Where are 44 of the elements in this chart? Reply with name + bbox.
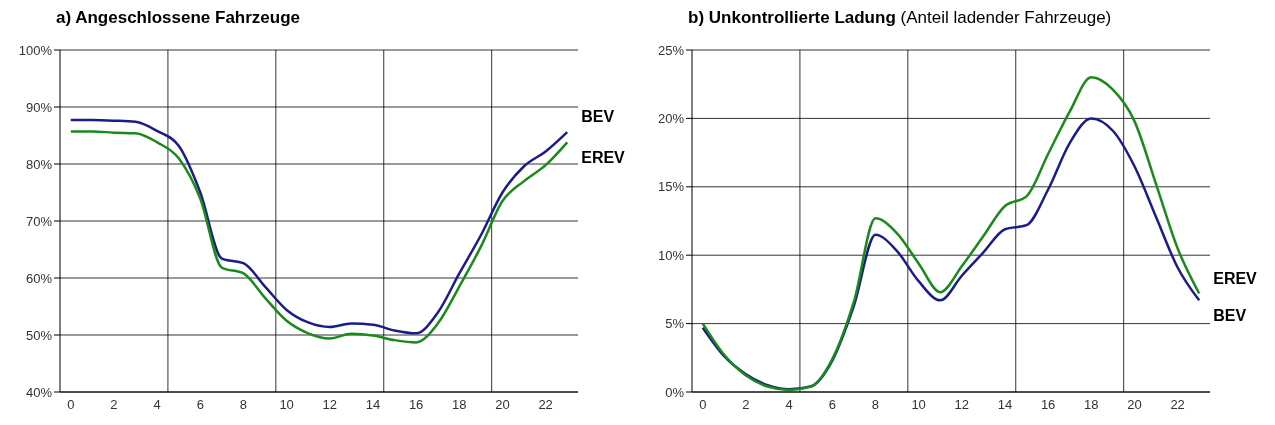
- x-tick-label: 16: [408, 397, 424, 413]
- x-tick-label: 2: [742, 397, 750, 413]
- chart-title: b) Unkontrollierte Ladung: [688, 8, 896, 27]
- x-tick-label: 0: [67, 397, 75, 413]
- series-label: EREV: [581, 148, 626, 166]
- y-tick-label: 80%: [25, 156, 53, 172]
- x-tick-label: 8: [239, 397, 248, 413]
- y-tick-label: 25%: [657, 42, 685, 58]
- y-tick-label: 5%: [665, 316, 685, 332]
- series-label: BEV: [1213, 306, 1247, 324]
- x-tick-label: 4: [153, 397, 161, 413]
- x-tick-label: 12: [954, 397, 970, 413]
- y-tick-label: 0%: [665, 384, 685, 400]
- x-tick-label: 6: [828, 397, 836, 413]
- chart-title: a) Angeschlossene Fahrzeuge: [56, 8, 301, 27]
- y-tick-label: 40%: [25, 384, 53, 400]
- y-tick-label: 15%: [657, 179, 685, 195]
- y-tick-label: 90%: [25, 99, 53, 115]
- x-tick-label: 20: [495, 397, 510, 413]
- series-label: BEV: [581, 108, 615, 126]
- y-tick-label: 100%: [18, 42, 53, 58]
- x-tick-label: 22: [538, 397, 553, 413]
- x-tick-label: 2: [110, 397, 118, 413]
- y-tick-label: 60%: [25, 270, 53, 286]
- series-label: EREV: [1213, 269, 1258, 287]
- x-tick-label: 6: [196, 397, 204, 413]
- x-tick-label: 10: [279, 397, 294, 413]
- x-tick-label: 14: [365, 397, 381, 413]
- y-tick-label: 70%: [25, 213, 53, 229]
- y-tick-label: 50%: [25, 327, 53, 343]
- x-tick-label: 22: [1170, 397, 1185, 413]
- x-tick-label: 10: [911, 397, 926, 413]
- x-tick-label: 18: [1084, 397, 1099, 413]
- x-tick-label: 20: [1127, 397, 1142, 413]
- chart-subtitle: (Anteil ladender Fahrzeuge): [900, 8, 1112, 27]
- x-tick-label: 4: [785, 397, 793, 413]
- x-tick-label: 8: [871, 397, 880, 413]
- x-tick-label: 14: [997, 397, 1013, 413]
- y-tick-label: 10%: [657, 247, 685, 263]
- y-tick-label: 20%: [657, 111, 685, 127]
- x-tick-label: 18: [452, 397, 467, 413]
- x-tick-label: 16: [1040, 397, 1056, 413]
- x-tick-label: 0: [699, 397, 707, 413]
- x-tick-label: 12: [322, 397, 338, 413]
